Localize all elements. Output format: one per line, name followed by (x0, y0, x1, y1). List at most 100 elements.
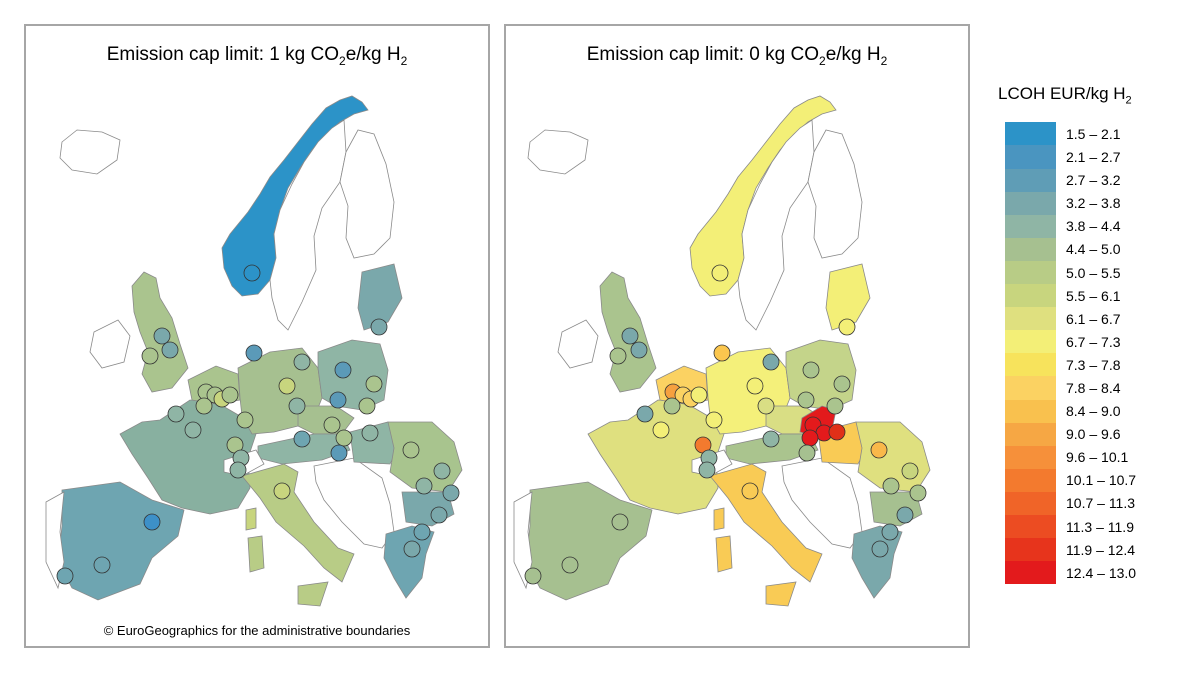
legend-label: 2.1 – 2.7 (1066, 149, 1121, 166)
site-marker (828, 423, 846, 441)
site-marker (797, 391, 815, 409)
legend-item: 12.4 – 13.0 (990, 561, 1190, 585)
site-marker (711, 264, 729, 282)
site-marker (245, 344, 263, 362)
legend-label: 3.2 – 3.8 (1066, 195, 1121, 212)
site-marker (330, 444, 348, 462)
site-marker (293, 353, 311, 371)
legend-item: 7.3 – 7.8 (990, 353, 1190, 377)
legend-swatch (1005, 422, 1056, 446)
legend-swatch (1005, 122, 1056, 146)
legend-swatch (1005, 214, 1056, 238)
legend-swatch (1005, 468, 1056, 492)
country-sicily (765, 581, 797, 607)
site-marker (713, 344, 731, 362)
legend-title: LCOH EUR/kg H2 (998, 84, 1132, 107)
legend-swatch (1005, 353, 1056, 377)
site-marker (143, 513, 161, 531)
legend-item: 4.4 – 5.0 (990, 237, 1190, 261)
site-marker (323, 416, 341, 434)
site-marker (871, 540, 889, 558)
legend-swatch (1005, 399, 1056, 423)
site-marker (442, 484, 460, 502)
site-marker (370, 318, 388, 336)
site-marker (402, 441, 420, 459)
site-marker (882, 477, 900, 495)
legend-item: 11.3 – 11.9 (990, 514, 1190, 539)
legend-label: 9.0 – 9.6 (1066, 426, 1121, 443)
site-marker (909, 484, 927, 502)
country-portugal (45, 491, 65, 590)
legend-label: 11.3 – 11.9 (1066, 518, 1134, 535)
site-marker (153, 327, 171, 345)
country-sardinia (715, 535, 733, 573)
site-marker (335, 429, 353, 447)
legend-swatch (1005, 445, 1056, 469)
legend-item: 10.7 – 11.3 (990, 491, 1190, 515)
site-marker (762, 430, 780, 448)
copyright-credit: © EuroGeographics for the administrative… (103, 623, 411, 638)
map-panel-1kg: Emission cap limit: 1 kg CO2e/kg H2 © Eu… (24, 24, 490, 648)
country-balkans (781, 457, 863, 549)
site-marker (663, 397, 681, 415)
country-finland (339, 129, 395, 259)
legend-swatch (1005, 538, 1056, 562)
legend-label: 3.8 – 4.4 (1066, 218, 1121, 235)
site-marker (167, 405, 185, 423)
site-marker (358, 397, 376, 415)
legend-item: 7.8 – 8.4 (990, 376, 1190, 400)
legend-swatch (1005, 191, 1056, 215)
site-marker (757, 397, 775, 415)
site-marker (288, 397, 306, 415)
site-marker (881, 523, 899, 541)
site-marker (896, 506, 914, 524)
legend-swatch (1005, 491, 1056, 515)
country-france (587, 399, 725, 515)
site-marker (141, 347, 159, 365)
legend-swatch (1005, 330, 1056, 354)
legend-item: 6.1 – 6.7 (990, 307, 1190, 331)
country-baltics (357, 263, 403, 331)
legend-rows: 1.5 – 2.1 2.1 – 2.7 2.7 – 3.2 3.2 – 3.8 3.8 … (990, 122, 1190, 585)
site-marker (415, 477, 433, 495)
site-marker (195, 397, 213, 415)
site-marker (762, 353, 780, 371)
map-panel-0kg: Emission cap limit: 0 kg CO2e/kg H2 (504, 24, 970, 648)
country-france (119, 399, 257, 515)
country-iceland (59, 129, 121, 175)
legend-item: 9.0 – 9.6 (990, 422, 1190, 446)
site-marker (236, 411, 254, 429)
legend-label: 11.9 – 12.4 (1066, 541, 1136, 558)
site-marker (329, 391, 347, 409)
country-corsica (713, 507, 725, 531)
legend-label: 10.7 – 11.3 (1066, 495, 1136, 512)
legend-label: 5.5 – 6.1 (1066, 287, 1121, 304)
legend-label: 4.4 – 5.0 (1066, 241, 1121, 258)
site-marker (273, 482, 291, 500)
site-marker (403, 540, 421, 558)
site-marker (611, 513, 629, 531)
legend: LCOH EUR/kg H2 1.5 – 2.1 2.1 – 2.7 2.7 – 3… (990, 84, 1190, 585)
site-marker (705, 411, 723, 429)
legend-item: 10.1 – 10.7 (990, 468, 1190, 492)
site-marker (690, 386, 708, 404)
legend-item: 3.2 – 3.8 (990, 191, 1190, 215)
site-marker (652, 421, 670, 439)
legend-label: 7.8 – 8.4 (1066, 379, 1121, 396)
legend-item: 5.5 – 6.1 (990, 284, 1190, 308)
site-marker (636, 405, 654, 423)
site-marker (413, 523, 431, 541)
site-marker (870, 441, 888, 459)
site-marker (524, 567, 542, 585)
legend-item: 6.7 – 7.3 (990, 330, 1190, 354)
site-marker (229, 461, 247, 479)
legend-swatch (1005, 376, 1056, 400)
site-marker (334, 361, 352, 379)
country-sicily (297, 581, 329, 607)
site-marker (430, 506, 448, 524)
country-baltics (825, 263, 871, 331)
country-ireland (557, 319, 599, 369)
legend-swatch (1005, 284, 1056, 308)
country-italy (241, 463, 355, 583)
site-marker (609, 347, 627, 365)
